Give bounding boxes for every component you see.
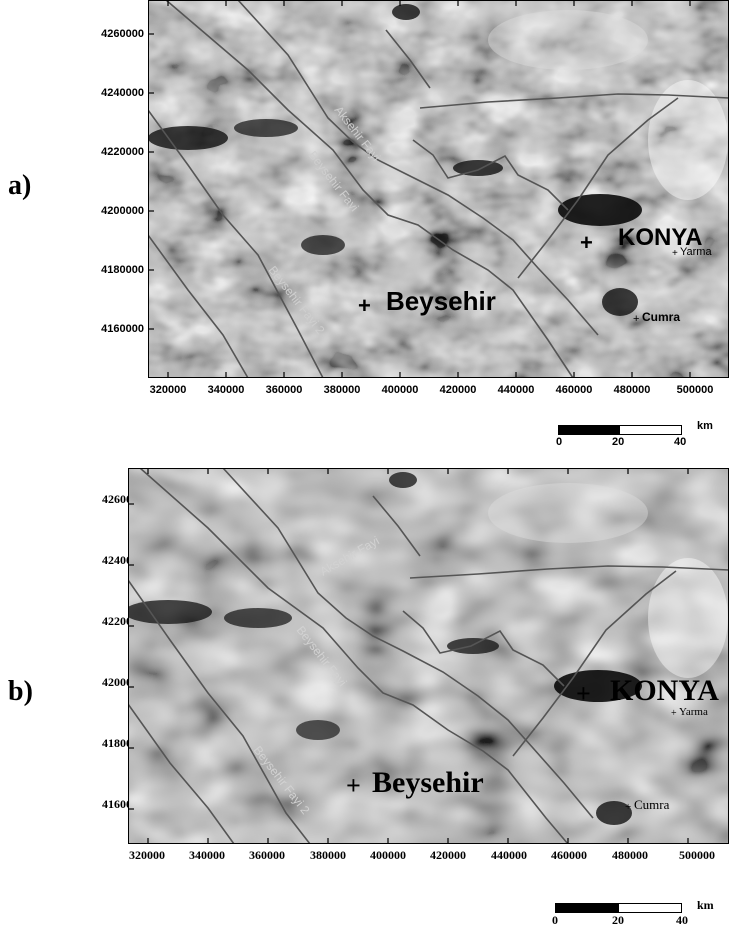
x-tick-label: 400000 <box>370 848 406 862</box>
y-tick-label: 4160000 <box>101 323 144 335</box>
scale-label-40: 40 <box>674 436 687 448</box>
scale-label-20: 20 <box>612 436 625 448</box>
shaded-relief-map: Aksehir Fayi Beysehir Fayi Beysehir Fayi… <box>148 0 729 378</box>
shaded-relief-map-smoothed: Aksehir Fayi Beysehir Fayi Beysehir Fayi… <box>128 468 729 844</box>
scale-unit: km <box>697 898 714 912</box>
place-marker-cumra: + <box>625 801 631 813</box>
place-label-yarma: Yarma <box>680 246 712 258</box>
x-tick-label: 420000 <box>439 384 477 396</box>
x-tick-label: 380000 <box>323 384 361 396</box>
x-tick-label: 320000 <box>149 384 187 396</box>
scale-bar <box>558 424 683 436</box>
y-tick-label: 4220000 <box>101 146 144 158</box>
place-label-beysehir: Beysehir <box>372 766 484 799</box>
y-tick-label: 4260000 <box>101 28 144 40</box>
x-tick-label: 340000 <box>207 384 245 396</box>
place-label-yarma: Yarma <box>679 706 708 718</box>
place-label-cumra: Cumra <box>642 310 680 324</box>
place-marker-yarma: + <box>672 248 678 259</box>
place-label-beysehir: Beysehir <box>386 286 496 316</box>
place-label-cumra: Cumra <box>634 797 670 812</box>
place-marker-beysehir: + <box>358 293 371 318</box>
x-tick-label: 480000 <box>613 384 651 396</box>
place-label-konya: KONYA <box>618 224 702 251</box>
y-tick-label: 4200000 <box>101 205 144 217</box>
x-tick-label: 480000 <box>612 848 648 862</box>
place-marker-beysehir: + <box>346 771 361 800</box>
x-tick-label: 440000 <box>497 384 535 396</box>
x-tick-label: 360000 <box>249 848 285 862</box>
place-marker-konya: + <box>580 230 593 255</box>
x-tick-label: 320000 <box>129 848 165 862</box>
scale-unit: km <box>697 420 713 432</box>
panel-a: a) 4260000 4240000 4220000 4200000 41800… <box>0 0 732 450</box>
place-marker-cumra: + <box>633 313 639 325</box>
y-tick-label: 4180000 <box>101 264 144 276</box>
x-tick-label: 460000 <box>555 384 593 396</box>
x-tick-label: 380000 <box>310 848 346 862</box>
panel-b: b) 4260000 4240000 4220000 4200000 41800… <box>0 462 732 931</box>
x-tick-label: 420000 <box>430 848 466 862</box>
scale-label-0: 0 <box>556 436 563 448</box>
x-tick-label: 500000 <box>679 848 715 862</box>
scale-bar <box>555 902 683 914</box>
scale-label-20: 20 <box>612 913 624 927</box>
y-tick-label: 4240000 <box>101 87 144 99</box>
place-label-konya: KONYA <box>610 674 719 707</box>
x-tick-label: 500000 <box>676 384 714 396</box>
x-tick-label: 360000 <box>265 384 303 396</box>
place-marker-yarma: + <box>671 708 677 719</box>
x-tick-label: 400000 <box>381 384 419 396</box>
scale-label-40: 40 <box>676 913 688 927</box>
panel-label: a) <box>8 170 32 201</box>
scale-label-0: 0 <box>552 913 558 927</box>
x-tick-label: 440000 <box>491 848 527 862</box>
place-marker-konya: + <box>576 679 591 708</box>
x-tick-label: 340000 <box>189 848 225 862</box>
x-tick-label: 460000 <box>551 848 587 862</box>
panel-label: b) <box>8 676 33 707</box>
